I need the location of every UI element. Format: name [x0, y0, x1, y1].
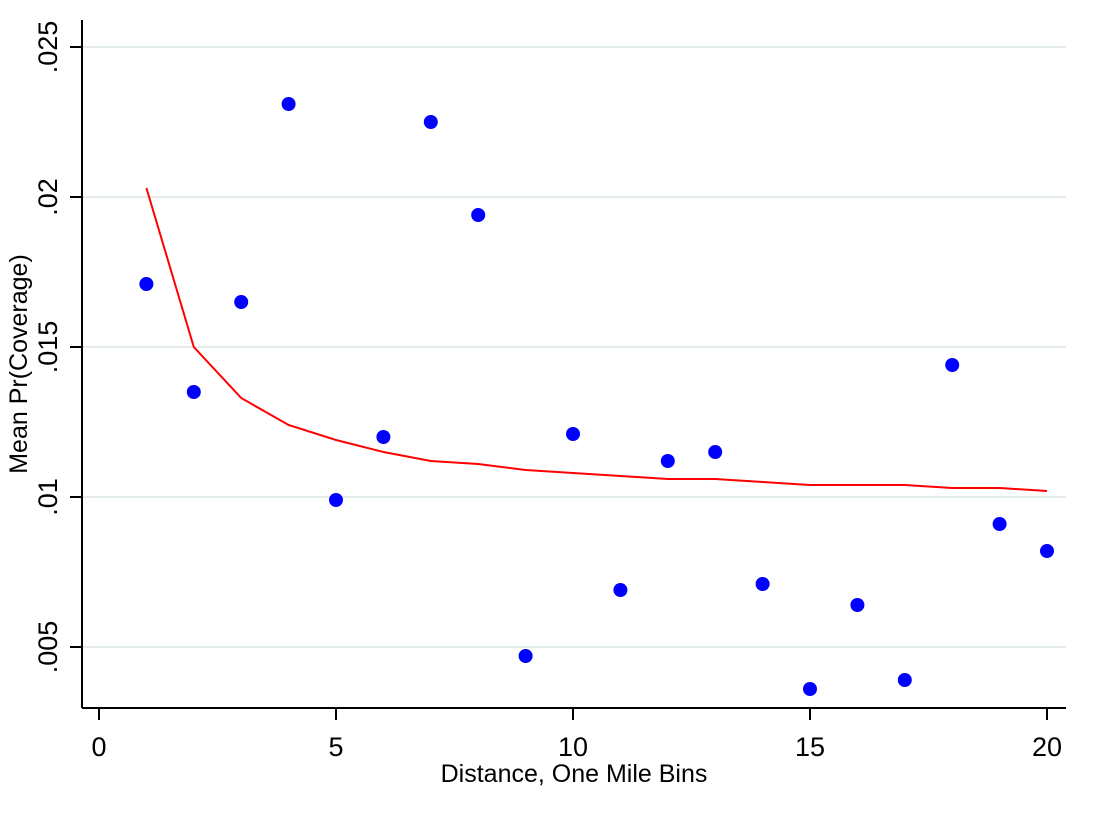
data-point	[708, 445, 723, 459]
data-point	[376, 430, 391, 444]
data-point	[423, 115, 438, 129]
y-axis-ticks: .005 .01 .015 .02 .025	[33, 21, 82, 674]
plot-series	[139, 97, 1054, 696]
y-tick-label: .025	[33, 21, 63, 74]
data-point	[755, 577, 770, 591]
data-point	[329, 493, 343, 507]
data-point	[613, 583, 628, 597]
x-tick-label: 15	[795, 732, 825, 762]
data-point	[234, 295, 249, 309]
data-point	[803, 682, 817, 696]
y-axis-title: Mean Pr(Coverage)	[5, 254, 33, 474]
y-tick-label: .01	[33, 478, 63, 516]
gridlines	[82, 46, 1066, 648]
x-tick-label: 10	[558, 732, 588, 762]
data-point	[992, 517, 1007, 531]
y-tick-label: .02	[33, 178, 63, 216]
data-point	[186, 385, 201, 399]
data-point	[897, 673, 912, 687]
y-tick-label: .015	[33, 321, 63, 374]
x-tick-label: 0	[91, 732, 106, 762]
data-point	[518, 649, 533, 663]
y-tick-label: .005	[33, 621, 63, 674]
data-point	[945, 358, 960, 372]
data-point	[566, 427, 580, 441]
data-point	[850, 598, 865, 612]
x-axis-title: Distance, One Mile Bins	[441, 760, 708, 788]
data-point	[660, 454, 675, 468]
data-point	[471, 208, 486, 222]
data-point	[281, 97, 296, 111]
x-tick-label: 20	[1032, 732, 1062, 762]
x-tick-label: 5	[328, 732, 343, 762]
data-point	[139, 277, 154, 291]
fitted-line	[145, 187, 1048, 492]
data-point	[1040, 544, 1054, 558]
x-axis-ticks: 0 5 10 15 20	[91, 708, 1062, 762]
